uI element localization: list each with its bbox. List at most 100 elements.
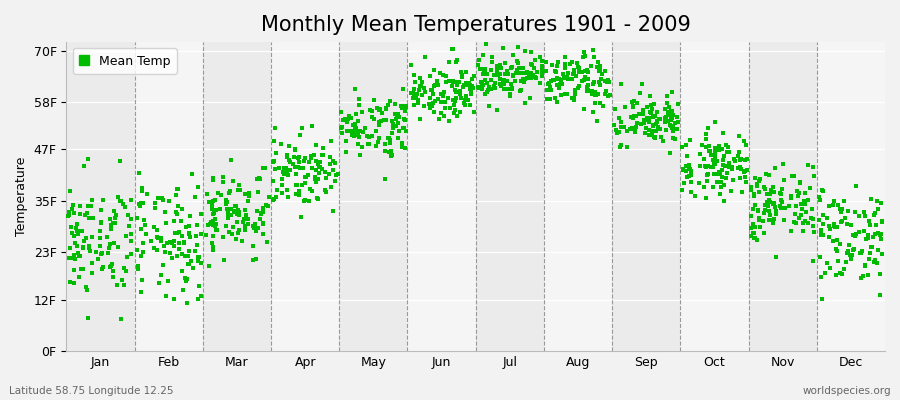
Point: [289, 190, 303, 197]
Point: [130, 263, 145, 269]
Point: [814, 227, 828, 233]
Point: [62, 209, 77, 215]
Point: [167, 238, 182, 244]
Point: [454, 69, 468, 76]
Point: [629, 113, 643, 120]
Point: [215, 174, 230, 180]
Point: [334, 109, 348, 116]
Point: [209, 221, 223, 227]
Point: [138, 222, 152, 228]
Point: [487, 72, 501, 78]
Point: [733, 175, 747, 182]
Point: [241, 193, 256, 199]
Point: [172, 229, 186, 235]
Point: [822, 234, 836, 240]
Point: [309, 166, 323, 173]
Point: [838, 215, 852, 221]
Point: [875, 218, 889, 224]
Point: [393, 102, 408, 109]
Point: [418, 54, 432, 60]
Point: [62, 212, 77, 218]
Point: [282, 142, 296, 149]
Point: [552, 75, 566, 82]
Point: [814, 232, 828, 238]
Point: [224, 211, 238, 218]
Point: [759, 170, 773, 177]
Point: [348, 122, 363, 128]
Point: [147, 244, 161, 251]
Point: [450, 113, 464, 119]
Point: [801, 196, 815, 203]
Point: [154, 238, 168, 244]
Point: [466, 109, 481, 115]
Point: [510, 60, 525, 67]
Point: [169, 209, 184, 215]
Point: [85, 260, 99, 266]
Point: [566, 71, 580, 78]
Point: [752, 176, 767, 182]
Point: [269, 150, 284, 156]
Point: [259, 202, 274, 209]
Point: [824, 265, 838, 271]
Point: [699, 177, 714, 184]
Point: [568, 86, 582, 93]
Point: [684, 179, 698, 186]
Point: [399, 103, 413, 109]
Point: [437, 105, 452, 111]
Point: [385, 124, 400, 131]
Point: [162, 198, 176, 204]
Point: [748, 202, 762, 209]
Point: [576, 53, 590, 60]
Point: [873, 270, 887, 277]
Point: [558, 91, 572, 97]
Point: [446, 79, 461, 86]
Point: [246, 222, 260, 229]
Point: [734, 166, 748, 172]
Point: [68, 256, 83, 262]
Point: [298, 174, 312, 180]
Point: [188, 194, 202, 200]
Point: [580, 84, 594, 90]
Point: [806, 258, 820, 264]
Point: [598, 68, 613, 74]
Point: [383, 136, 398, 143]
Point: [500, 70, 515, 77]
Point: [404, 90, 419, 96]
Point: [586, 80, 600, 87]
Point: [812, 194, 826, 200]
Point: [180, 300, 194, 306]
Point: [715, 174, 729, 180]
Point: [699, 144, 714, 151]
Point: [718, 175, 733, 181]
Point: [219, 200, 233, 207]
Point: [712, 142, 726, 149]
Point: [827, 223, 842, 230]
Point: [500, 86, 514, 93]
Point: [312, 158, 327, 165]
Point: [875, 250, 889, 257]
Point: [391, 134, 405, 141]
Point: [700, 163, 715, 170]
Point: [298, 197, 312, 203]
Point: [326, 158, 340, 164]
Point: [278, 166, 293, 172]
Point: [328, 172, 343, 178]
Point: [232, 226, 247, 233]
Point: [761, 208, 776, 214]
Point: [233, 187, 248, 193]
Point: [485, 59, 500, 65]
Point: [175, 250, 189, 257]
Point: [406, 90, 420, 96]
Point: [302, 198, 316, 204]
Point: [225, 231, 239, 237]
Point: [158, 249, 172, 256]
Point: [627, 113, 642, 120]
Point: [157, 262, 171, 268]
Point: [66, 202, 80, 208]
Point: [351, 102, 365, 108]
Point: [474, 79, 489, 86]
Point: [206, 177, 220, 183]
Point: [826, 221, 841, 227]
Point: [184, 258, 199, 265]
Point: [80, 314, 94, 321]
